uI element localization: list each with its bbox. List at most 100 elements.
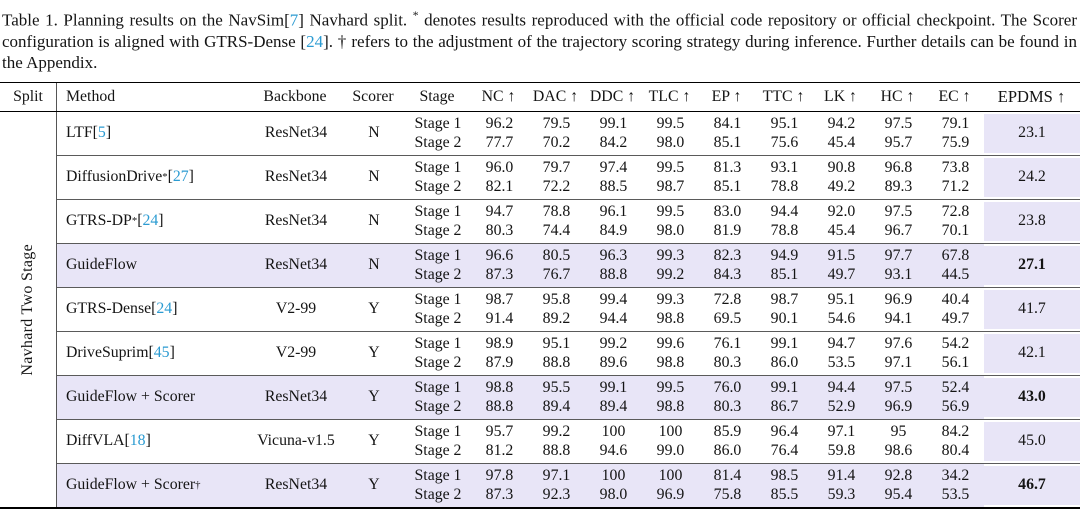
- metric-value-cell: 99.2 88.8: [528, 420, 585, 463]
- stage1-value: 100: [601, 466, 626, 484]
- stage1-label: Stage 1: [414, 290, 462, 308]
- stage1-value: 34.2: [941, 466, 970, 484]
- stage1-value: 96.4: [770, 422, 799, 440]
- citation-link[interactable]: 24: [156, 300, 173, 318]
- stage2-value: 86.0: [713, 442, 742, 460]
- metric-value-cell: 40.4 49.7: [927, 288, 984, 331]
- stage2-label: Stage 2: [414, 354, 462, 372]
- metric-value-cell: 96.9 94.1: [870, 288, 927, 331]
- stage1-value: 67.8: [941, 246, 970, 264]
- stage2-value: 90.1: [770, 310, 799, 328]
- stage2-value: 97.1: [884, 354, 913, 372]
- metric-value-cell: 94.7 53.5: [813, 332, 870, 375]
- scorer-cell: Y: [368, 300, 380, 318]
- stage1-value: 97.7: [884, 246, 913, 264]
- metric-value-cell: 99.1 89.4: [585, 376, 642, 419]
- metric-value-cell: 78.8 74.4: [528, 200, 585, 243]
- metric-value-cell: 99.2 89.6: [585, 332, 642, 375]
- citation-link[interactable]: 24: [142, 212, 159, 230]
- metric-value-cell: 100 96.9: [642, 464, 699, 507]
- backbone-cell: ResNet34: [264, 168, 328, 186]
- metric-header: TLC ↑: [648, 87, 691, 105]
- citation-link[interactable]: 24: [306, 32, 324, 52]
- stage1-value: 94.2: [827, 114, 856, 132]
- citation-link[interactable]: 18: [129, 432, 146, 450]
- metric-cells: 98.9 87.9 95.1 88.8 99.2 89.6 99.6 98.8 76.1 80.3…: [471, 332, 984, 375]
- metric-value-cell: 99.1 84.2: [585, 112, 642, 155]
- scorer-cell: Y: [368, 388, 380, 406]
- stage1-value: 95.1: [827, 290, 856, 308]
- stage-cell: Stage 1 Stage 2: [405, 332, 471, 375]
- metric-value-cell: 98.7 90.1: [756, 288, 813, 331]
- stage2-value: 75.6: [770, 134, 799, 152]
- table-rows: LTF [5] ResNet34 N Stage 1 Stage 2 96.2 7…: [56, 111, 1080, 507]
- scorer-cell: Y: [368, 476, 380, 494]
- metric-cells: 98.7 91.4 95.8 89.2 99.4 94.4 99.3 98.8 72.8 69.5…: [471, 288, 984, 331]
- stage1-value: 96.9: [884, 290, 913, 308]
- metric-header: DDC ↑: [589, 87, 636, 105]
- metric-value-cell: 90.8 49.2: [813, 156, 870, 199]
- stage2-value: 70.1: [941, 222, 970, 240]
- table-row: DiffusionDrive * [27] ResNet34 N Stage 1 …: [57, 154, 1080, 199]
- method-name: DriveSuprim: [66, 344, 149, 362]
- stage1-value: 72.8: [941, 202, 970, 220]
- metric-header: EC ↑: [938, 87, 971, 105]
- stage2-value: 81.9: [713, 222, 742, 240]
- metric-value-cell: 92.0 45.4: [813, 200, 870, 243]
- method-cell: GuideFlow + Scorer: [57, 376, 249, 419]
- stage1-value: 99.5: [656, 378, 685, 396]
- stage-cell: Stage 1 Stage 2: [405, 112, 471, 155]
- method-name: LTF: [66, 124, 93, 142]
- stage2-value: 91.4: [485, 310, 514, 328]
- stage1-value: 97.1: [542, 466, 571, 484]
- stage-cell: Stage 1 Stage 2: [405, 464, 471, 507]
- stage2-value: 98.0: [656, 222, 685, 240]
- citation-link[interactable]: 5: [97, 124, 106, 142]
- stage-cell: Stage 1 Stage 2: [405, 200, 471, 243]
- stage2-value: 75.9: [941, 134, 970, 152]
- metric-value-cell: 91.4 59.3: [813, 464, 870, 507]
- citation-link[interactable]: 7: [289, 10, 299, 30]
- metric-cells: 97.8 87.3 97.1 92.3 100 98.0 100 96.9 81.4 75.8 98…: [471, 464, 984, 507]
- metric-value-cell: 96.2 77.7: [471, 112, 528, 155]
- citation-link[interactable]: 27: [172, 168, 189, 186]
- stage-cell: Stage 1 Stage 2: [405, 376, 471, 419]
- stage2-value: 98.8: [656, 354, 685, 372]
- stage1-value: 94.9: [770, 246, 799, 264]
- stage1-value: 97.5: [884, 114, 913, 132]
- stage1-value: 96.8: [884, 158, 913, 176]
- stage2-value: 80.3: [485, 222, 514, 240]
- stage2-value: 93.1: [884, 266, 913, 284]
- stage1-value: 99.5: [656, 158, 685, 176]
- metric-value-cell: 72.8 70.1: [927, 200, 984, 243]
- citation-link[interactable]: 45: [153, 344, 170, 362]
- metric-value-cell: 83.0 81.9: [699, 200, 756, 243]
- stage-cell: Stage 1 Stage 2: [405, 420, 471, 463]
- stage1-label: Stage 1: [414, 334, 462, 352]
- stage2-value: 45.4: [827, 222, 856, 240]
- stage2-value: 88.8: [542, 354, 571, 372]
- stage2-value: 84.2: [599, 134, 628, 152]
- stage2-value: 44.5: [941, 266, 970, 284]
- stage2-value: 76.7: [542, 266, 571, 284]
- stage1-value: 99.1: [599, 378, 628, 396]
- stage2-value: 80.3: [713, 354, 742, 372]
- stage2-value: 85.5: [770, 486, 799, 504]
- stage2-value: 88.5: [599, 178, 628, 196]
- metric-headers: NC ↑ DAC ↑ DDC ↑ TLC ↑ EP ↑ TTC ↑ LK ↑ HC ↑ EC ↑: [470, 83, 983, 111]
- metric-value-cell: 99.6 98.8: [642, 332, 699, 375]
- table-row: GuideFlow ResNet34 N Stage 1 Stage 2 96.…: [57, 242, 1080, 287]
- stage1-value: 98.8: [485, 378, 514, 396]
- caption-text: denotes results reproduced with the offi…: [2, 10, 1077, 52]
- stage1-value: 99.1: [770, 334, 799, 352]
- stage1-value: 84.2: [941, 422, 970, 440]
- stage-cell: Stage 1 Stage 2: [405, 244, 471, 287]
- stage2-value: 96.9: [884, 398, 913, 416]
- stage1-value: 97.8: [485, 466, 514, 484]
- stage2-value: 98.8: [656, 310, 685, 328]
- metric-value-cell: 96.4 76.4: [756, 420, 813, 463]
- metric-value-cell: 94.9 85.1: [756, 244, 813, 287]
- metric-value-cell: 81.4 75.8: [699, 464, 756, 507]
- stage2-value: 71.2: [941, 178, 970, 196]
- stage1-value: 96.1: [599, 202, 628, 220]
